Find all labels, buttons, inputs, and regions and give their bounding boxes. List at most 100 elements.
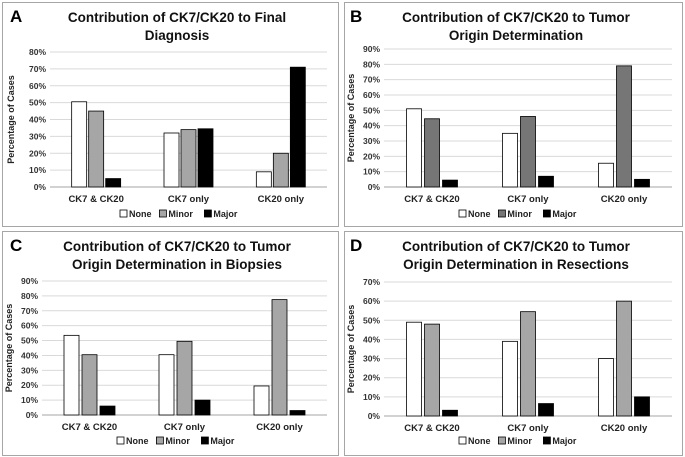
- y-tick-label-d: 60%: [363, 296, 380, 306]
- bar-c-none-2: [158, 354, 175, 416]
- bar-d-major-3: [634, 396, 650, 417]
- chart-title-b-line-1: Contribution of CK7/CK20 to Tumor: [402, 10, 630, 25]
- chart-title-d-line-2: Origin Determination in Resections: [403, 257, 629, 272]
- y-tick-label-c: 30%: [21, 365, 38, 375]
- y-axis-label-a: Percentage of Cases: [6, 75, 16, 164]
- y-tick-label-a: 70%: [29, 64, 46, 74]
- y-tick-label-a: 30%: [29, 131, 46, 141]
- bar-d-minor-2: [520, 311, 536, 417]
- bar-a-none-2: [163, 132, 180, 188]
- legend-label-d-none: None: [468, 436, 491, 446]
- bar-b-none-1: [406, 108, 422, 188]
- bar-d-minor-3: [616, 300, 632, 417]
- bar-d-major-2: [538, 403, 554, 417]
- y-tick-label-c: 40%: [21, 350, 38, 360]
- bar-c-none-3: [253, 385, 270, 416]
- legend-swatch-b-none: [458, 209, 467, 218]
- legend-label-b-minor: Minor: [507, 209, 532, 219]
- y-tick-label-c: 80%: [21, 291, 38, 301]
- bar-d-major-1: [442, 409, 458, 417]
- y-tick-label-c: 20%: [21, 380, 38, 390]
- bar-a-minor-3: [272, 152, 289, 188]
- legend-swatch-d-none: [458, 436, 467, 445]
- y-tick-label-c: 60%: [21, 321, 38, 331]
- bar-b-none-3: [598, 162, 614, 188]
- y-tick-label-b: 0%: [368, 182, 381, 192]
- legend-swatch-c-minor: [155, 436, 164, 445]
- y-tick-label-c: 0%: [26, 410, 39, 420]
- bar-c-major-1: [99, 405, 116, 416]
- legend-label-d-major: Major: [552, 436, 577, 446]
- y-tick-label-d: 40%: [363, 334, 380, 344]
- x-tick-label-a: CK20 only: [258, 194, 305, 205]
- y-tick-label-b: 80%: [363, 59, 380, 69]
- bar-c-none-1: [63, 334, 80, 416]
- x-tick-label-d: CK7 only: [507, 423, 549, 434]
- x-tick-label-c: CK7 & CK20: [62, 422, 117, 433]
- legend-label-c-major: Major: [210, 436, 235, 446]
- y-tick-label-a: 0%: [34, 182, 47, 192]
- y-tick-label-d: 70%: [363, 277, 380, 287]
- bar-d-minor-1: [424, 323, 440, 417]
- bar-b-major-3: [634, 178, 650, 188]
- y-tick-label-a: 10%: [29, 165, 46, 175]
- bar-c-major-2: [194, 399, 211, 416]
- chart-title-a-line-1: Contribution of CK7/CK20 to Final: [68, 10, 286, 25]
- bar-a-minor-1: [88, 110, 105, 188]
- y-tick-label-b: 70%: [363, 75, 380, 85]
- legend-swatch-c-none: [116, 436, 125, 445]
- x-tick-label-a: CK7 & CK20: [68, 194, 123, 205]
- bar-d-none-2: [502, 340, 518, 417]
- bar-c-minor-3: [271, 299, 288, 416]
- legend-label-c-none: None: [126, 436, 149, 446]
- x-tick-label-d: CK7 & CK20: [404, 423, 459, 434]
- y-tick-label-d: 0%: [368, 411, 381, 421]
- bar-b-minor-1: [424, 118, 440, 188]
- legend-swatch-b-minor: [497, 209, 506, 218]
- y-tick-label-b: 10%: [363, 167, 380, 177]
- legend-swatch-a-none: [119, 209, 128, 218]
- bar-d-none-1: [406, 321, 422, 417]
- legend-label-a-major: Major: [213, 209, 238, 219]
- panel-label-c: C: [10, 236, 22, 255]
- legend-label-b-none: None: [468, 209, 491, 219]
- y-axis-label-b: Percentage of Cases: [346, 74, 356, 163]
- y-tick-label-b: 40%: [363, 121, 380, 131]
- bar-b-minor-3: [616, 65, 632, 188]
- legend-label-a-none: None: [129, 209, 152, 219]
- bar-a-major-1: [105, 178, 122, 188]
- y-tick-label-b: 50%: [363, 105, 380, 115]
- chart-title-b-line-2: Origin Determination: [449, 28, 583, 43]
- bar-b-major-2: [538, 175, 554, 188]
- bar-a-major-2: [197, 128, 214, 188]
- chart-title-c-line-2: Origin Determination in Biopsies: [72, 257, 282, 272]
- y-tick-label-a: 20%: [29, 148, 46, 158]
- legend-swatch-a-minor: [158, 209, 167, 218]
- bar-b-major-1: [442, 179, 458, 188]
- panel-label-d: D: [350, 236, 362, 255]
- y-tick-label-d: 20%: [363, 373, 380, 383]
- bar-a-none-1: [71, 101, 88, 188]
- x-tick-label-c: CK20 only: [256, 422, 303, 433]
- bar-c-minor-2: [176, 340, 193, 416]
- y-tick-label-b: 60%: [363, 90, 380, 100]
- y-tick-label-b: 90%: [363, 44, 380, 54]
- y-tick-label-c: 10%: [21, 395, 38, 405]
- x-tick-label-c: CK7 only: [164, 422, 206, 433]
- y-tick-label-b: 20%: [363, 151, 380, 161]
- y-tick-label-d: 30%: [363, 354, 380, 364]
- y-tick-label-a: 80%: [29, 47, 46, 57]
- x-tick-label-a: CK7 only: [168, 194, 210, 205]
- legend-label-a-minor: Minor: [168, 209, 193, 219]
- legend-swatch-c-major: [200, 436, 209, 445]
- bar-b-none-2: [502, 132, 518, 188]
- legend-label-b-major: Major: [552, 209, 577, 219]
- y-axis-label-c: Percentage of Cases: [4, 304, 14, 393]
- y-tick-label-a: 50%: [29, 98, 46, 108]
- bar-c-minor-1: [81, 354, 98, 416]
- panel-frame-a: [2, 2, 339, 227]
- x-tick-label-b: CK20 only: [601, 194, 648, 205]
- legend-swatch-d-major: [543, 436, 551, 445]
